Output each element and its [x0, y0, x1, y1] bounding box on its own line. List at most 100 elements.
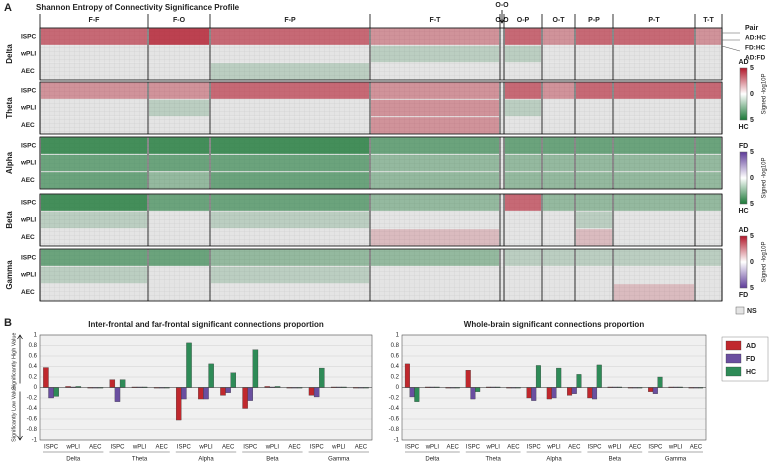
cell — [41, 194, 147, 211]
band-label: Alpha — [5, 151, 14, 174]
bar — [230, 372, 237, 388]
x-tick-label: AEC — [690, 445, 703, 451]
bar — [225, 387, 231, 393]
cell — [576, 100, 612, 116]
group-label: Theta — [486, 457, 502, 463]
cell — [505, 154, 541, 172]
cell — [371, 117, 499, 134]
cell — [501, 172, 503, 188]
cell — [576, 194, 612, 211]
colorbar-top: FD — [739, 143, 748, 150]
cell — [149, 194, 209, 211]
bar — [242, 387, 248, 409]
legend-item: AD:HC — [745, 35, 766, 42]
metric-label: AEC — [21, 122, 35, 129]
cell — [614, 82, 694, 99]
cell — [149, 117, 209, 133]
cell — [211, 82, 369, 99]
y-tick-label: 0.4 — [391, 364, 400, 370]
x-tick-label: AEC — [222, 445, 235, 451]
bar — [652, 387, 658, 394]
axis-arrow — [17, 334, 23, 441]
cell — [576, 249, 612, 266]
cell — [211, 284, 369, 300]
cell — [543, 194, 574, 211]
cell — [149, 82, 209, 99]
y-tick-label: -0.6 — [389, 417, 400, 423]
chart-title: Shannon Entropy of Connectivity Signific… — [36, 3, 240, 12]
cell — [501, 284, 503, 300]
y-tick-label: -0.4 — [27, 406, 38, 412]
bar — [198, 387, 204, 400]
cell — [614, 172, 694, 189]
y-tick-label: 1 — [34, 333, 38, 339]
cell — [41, 100, 147, 116]
colorbar-tick: 5 — [750, 233, 754, 240]
cell — [211, 46, 369, 62]
plot-frame — [39, 334, 373, 441]
cell — [505, 172, 541, 189]
cell — [614, 154, 694, 172]
row-bg — [40, 116, 722, 134]
cell — [696, 46, 721, 62]
bar — [208, 363, 214, 388]
cell — [149, 28, 209, 45]
cell — [505, 267, 541, 283]
metric-label: ISPC — [21, 199, 36, 206]
bar — [414, 387, 420, 402]
cell — [149, 154, 209, 172]
cell — [505, 284, 541, 300]
x-tick-label: wPLI — [265, 445, 280, 451]
cell — [41, 28, 147, 45]
x-tick-label: wPLI — [425, 445, 440, 451]
cell — [501, 83, 503, 99]
bar — [592, 387, 598, 400]
colorbar-tick: 5 — [750, 117, 754, 124]
cell — [211, 194, 369, 211]
cell — [696, 137, 721, 154]
cell — [371, 137, 499, 154]
legend-label: AD — [746, 343, 756, 350]
column-label: O-T — [552, 17, 565, 24]
colorbar-label: Signed -log10P — [762, 157, 768, 198]
cell — [696, 249, 721, 266]
cell — [41, 211, 147, 229]
bar — [252, 349, 259, 388]
cell — [576, 229, 612, 246]
cell — [41, 266, 147, 284]
cell — [211, 211, 369, 229]
cell — [614, 46, 694, 62]
metric-label: ISPC — [21, 33, 36, 40]
cell — [211, 117, 369, 133]
legend-label: FD — [746, 356, 755, 363]
x-tick-label: wPLI — [486, 445, 501, 451]
y-tick-label: 0 — [396, 385, 400, 391]
cell — [371, 194, 499, 211]
x-tick-label: ISPC — [588, 445, 603, 451]
cell — [614, 249, 694, 266]
cell — [576, 46, 612, 62]
bar — [175, 387, 182, 421]
bar — [648, 387, 654, 392]
x-tick-label: AEC — [89, 445, 102, 451]
cell — [41, 117, 147, 133]
y-tick-label: -0.8 — [389, 427, 400, 433]
cell — [41, 137, 147, 154]
x-tick-label: wPLI — [607, 445, 622, 451]
metric-label: wPLI — [20, 272, 36, 279]
group-label: Beta — [609, 457, 622, 463]
panel-label: A — [4, 2, 12, 14]
metric-label: AEC — [21, 289, 35, 296]
cell — [41, 172, 147, 189]
bar — [247, 387, 253, 401]
legend-swatch — [725, 353, 742, 364]
cell — [696, 284, 721, 300]
cell — [576, 154, 612, 172]
group-label: Alpha — [546, 457, 562, 463]
row-bg — [40, 266, 722, 284]
annotation: O-O — [495, 2, 509, 9]
cell — [505, 137, 541, 154]
cell — [696, 63, 721, 79]
bar — [313, 387, 320, 398]
row-bg — [40, 99, 722, 117]
